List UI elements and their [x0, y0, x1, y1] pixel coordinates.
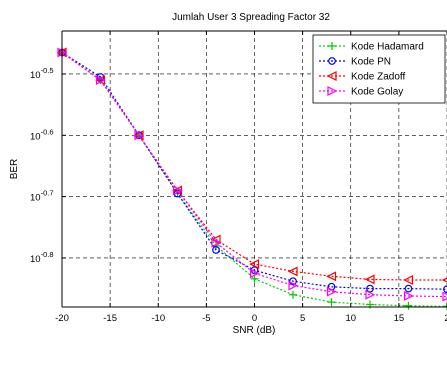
y-tick-label: 10-0.8	[30, 250, 54, 265]
legend-item: Kode PN	[319, 57, 391, 68]
data-point-marker	[404, 301, 413, 310]
legend-label: Kode Zadoff	[351, 72, 406, 83]
data-point-marker	[288, 280, 299, 291]
data-point-marker	[365, 289, 376, 300]
series-group	[56, 47, 447, 311]
data-point-marker	[250, 274, 259, 283]
data-point-marker	[404, 284, 413, 293]
data-point-marker	[403, 290, 414, 301]
tick-labels: -20 -15 -10 -5 0 5 10 15 2 10-0.5 10-0.6 10-0.7 10-0…	[30, 66, 447, 324]
legend-item: Kode Golay	[319, 86, 403, 98]
data-point-marker	[364, 274, 375, 285]
data-point-marker	[211, 237, 222, 248]
chart-title: Jumlah User 3 Spreading Factor 32	[172, 12, 330, 23]
legend-item: Kode Hadamard	[319, 42, 424, 53]
data-point-marker	[442, 291, 447, 302]
data-point-marker	[326, 271, 337, 282]
data-point-marker	[326, 71, 337, 81]
x-tick-label: 10	[345, 313, 356, 324]
x-tick-label: -20	[55, 313, 69, 324]
data-point-marker	[443, 285, 447, 294]
y-tick-label: 10-0.7	[30, 189, 54, 204]
x-axis-label: SNR (dB)	[233, 325, 276, 336]
x-tick-label: -5	[202, 313, 210, 324]
y-axis-label: BER	[9, 159, 20, 180]
data-point-marker	[327, 298, 336, 307]
data-point-marker	[210, 234, 221, 245]
data-point-marker	[403, 275, 414, 285]
series-kode-golay	[57, 47, 447, 302]
series-line	[61, 51, 447, 290]
axes	[61, 30, 447, 308]
data-point-marker	[287, 266, 298, 277]
x-tick-label: -15	[103, 313, 117, 324]
data-point-marker	[249, 268, 260, 279]
x-tick-label: -10	[151, 313, 165, 324]
x-tick-label: 5	[300, 313, 305, 324]
legend-label: Kode Golay	[351, 87, 403, 98]
x-tick-label: 0	[252, 313, 257, 324]
data-point-marker	[249, 259, 260, 270]
data-point-marker	[327, 86, 338, 96]
data-point-marker	[328, 42, 336, 50]
legend-label: Kode Hadamard	[351, 42, 424, 53]
legend-item: Kode Zadoff	[319, 71, 406, 83]
series-line	[61, 52, 447, 298]
y-tick-label: 10-0.5	[30, 66, 54, 81]
data-point-marker	[212, 246, 220, 254]
x-tick-label: 2	[444, 313, 447, 324]
data-point-marker	[289, 290, 297, 299]
data-point-marker	[172, 185, 183, 196]
data-point-marker	[366, 284, 374, 293]
legend: Kode Hadamard Kode PN Kode Zadoff Kode Gola…	[312, 34, 446, 104]
data-point-marker	[326, 286, 337, 297]
x-tick-label: 15	[394, 313, 405, 324]
legend-label: Kode PN	[351, 57, 391, 68]
data-point-marker	[328, 57, 336, 65]
y-tick-label: 10-0.6	[30, 127, 54, 142]
data-point-marker	[443, 302, 447, 311]
data-point-marker	[134, 130, 145, 141]
data-point-marker	[95, 75, 106, 86]
